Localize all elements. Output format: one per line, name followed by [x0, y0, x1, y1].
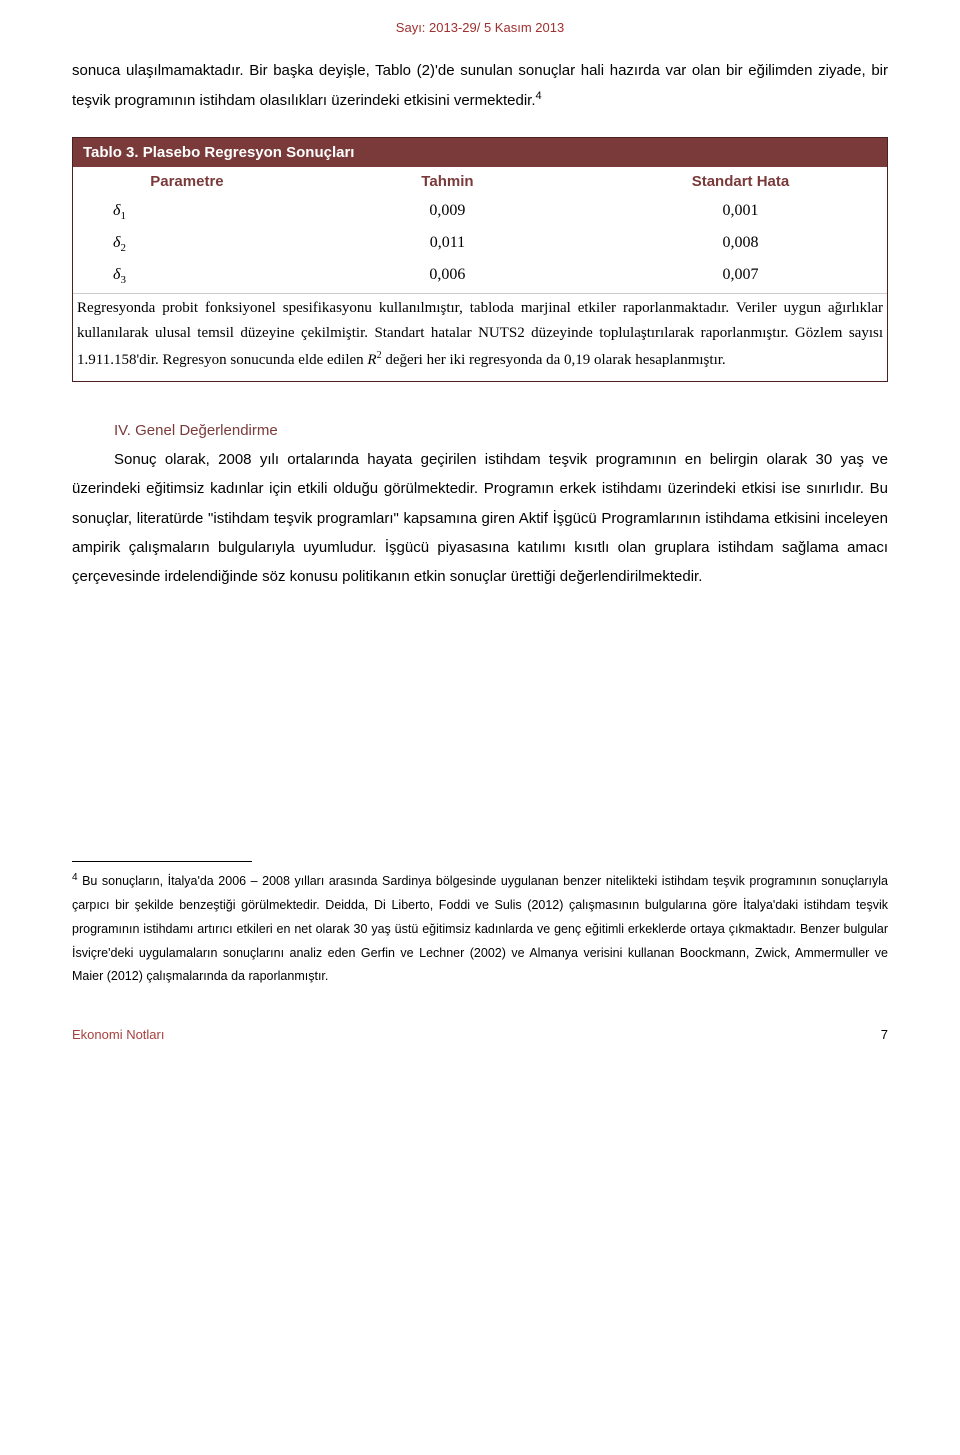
table-note-text-b: değeri her iki regresyonda da 0,19 olara…	[382, 352, 726, 368]
table-3-header-row: Parametre Tahmin Standart Hata	[73, 167, 887, 196]
table-row: δ3 0,006 0,007	[73, 260, 887, 292]
footnote-separator	[72, 861, 252, 862]
table-cell-param: δ2	[73, 228, 301, 260]
table-cell-param: δ3	[73, 260, 301, 292]
table-3-header-standart-hata: Standart Hata	[594, 167, 887, 196]
section-4-body: Sonuç olarak, 2008 yılı ortalarında haya…	[72, 445, 888, 591]
table-3: Tablo 3. Plasebo Regresyon Sonuçları Par…	[72, 137, 888, 382]
page: Sayı: 2013-29/ 5 Kasım 2013 sonuca ulaşı…	[0, 0, 960, 1455]
table-row: δ2 0,011 0,008	[73, 228, 887, 260]
table-3-note: Regresyonda probit fonksiyonel spesifika…	[73, 293, 887, 382]
footnote-ref-4: 4	[536, 90, 542, 102]
table-cell-tahmin: 0,009	[301, 196, 594, 228]
table-cell-se: 0,007	[594, 260, 887, 292]
page-footer: Ekonomi Notları 7	[72, 1027, 888, 1042]
table-3-header-tahmin: Tahmin	[301, 167, 594, 196]
footer-journal-name: Ekonomi Notları	[72, 1027, 164, 1042]
table-cell-tahmin: 0,006	[301, 260, 594, 292]
footer-page-number: 7	[881, 1027, 888, 1042]
table-3-title: Tablo 3. Plasebo Regresyon Sonuçları	[73, 138, 887, 167]
section-4-heading: IV. Genel Değerlendirme	[114, 422, 888, 439]
table-row: δ1 0,009 0,001	[73, 196, 887, 228]
header-issue-line: Sayı: 2013-29/ 5 Kasım 2013	[72, 20, 888, 35]
r-squared-symbol: R	[367, 352, 376, 368]
table-cell-se: 0,001	[594, 196, 887, 228]
delta-subscript: 2	[120, 242, 126, 254]
table-cell-tahmin: 0,011	[301, 228, 594, 260]
table-3-header-parametre: Parametre	[73, 167, 301, 196]
table-cell-param: δ1	[73, 196, 301, 228]
delta-subscript: 1	[120, 210, 126, 222]
delta-subscript: 3	[120, 275, 126, 287]
paragraph-intro-text: sonuca ulaşılmamaktadır. Bir başka deyiş…	[72, 62, 888, 109]
footnote-text: Bu sonuçların, İtalya'da 2006 – 2008 yıl…	[72, 874, 888, 983]
paragraph-intro: sonuca ulaşılmamaktadır. Bir başka deyiş…	[72, 57, 888, 115]
footnote-4: 4 Bu sonuçların, İtalya'da 2006 – 2008 y…	[72, 868, 888, 989]
table-cell-se: 0,008	[594, 228, 887, 260]
